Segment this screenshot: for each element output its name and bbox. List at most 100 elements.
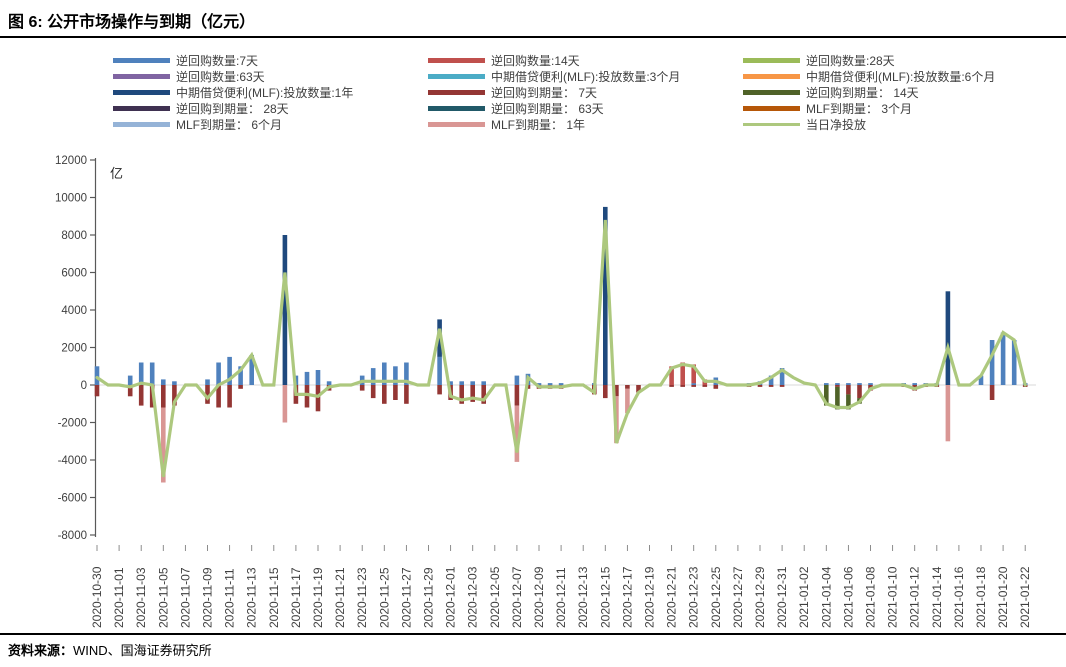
bar-reverse-repo-issue-7d[interactable] <box>1011 340 1017 385</box>
bar-reverse-repo-maturity-7d[interactable] <box>625 385 630 389</box>
legend-item-mlf-maturity-3m[interactable]: MLF到期量： 3个月 <box>743 100 995 116</box>
bar-reverse-repo-issue-7d[interactable] <box>470 381 475 386</box>
bar-reverse-repo-issue-7d[interactable] <box>94 366 100 386</box>
bar-reverse-repo-maturity-7d[interactable] <box>846 385 851 395</box>
bar-reverse-repo-issue-7d[interactable] <box>437 356 442 385</box>
bar-reverse-repo-issue-7d[interactable] <box>227 356 232 385</box>
bar-reverse-repo-issue-7d[interactable] <box>161 379 166 385</box>
bar-reverse-repo-issue-7d[interactable] <box>382 362 387 386</box>
bar-reverse-repo-issue-7d[interactable] <box>315 370 321 385</box>
bar-reverse-repo-issue-7d[interactable] <box>536 383 542 385</box>
bar-reverse-repo-maturity-14d[interactable] <box>835 386 840 410</box>
bar-reverse-repo-issue-7d[interactable] <box>448 381 453 386</box>
legend-item-net-injection[interactable]: 当日净投放 <box>743 116 995 132</box>
bar-mlf-maturity-1y[interactable] <box>282 385 288 423</box>
bar-reverse-repo-issue-7d[interactable] <box>459 381 464 386</box>
bar-reverse-repo-maturity-7d[interactable] <box>359 385 365 391</box>
bar-mlf-maturity-1y[interactable] <box>514 405 520 462</box>
bar-reverse-repo-maturity-7d[interactable] <box>172 385 177 406</box>
bar-mlf-maturity-1y[interactable] <box>945 385 951 442</box>
legend-item-mlf-issue-6m[interactable]: 中期借贷便利(MLF):投放数量:6个月 <box>743 68 995 84</box>
bar-reverse-repo-maturity-7d[interactable] <box>304 385 310 408</box>
bar-reverse-repo-maturity-7d[interactable] <box>757 385 763 387</box>
legend-item-reverse-repo-maturity-28d[interactable]: 逆回购到期量： 28天 <box>113 100 353 116</box>
bar-reverse-repo-maturity-7d[interactable] <box>404 385 409 404</box>
bar-reverse-repo-issue-7d[interactable] <box>547 383 553 385</box>
bar-reverse-repo-maturity-7d[interactable] <box>393 385 398 400</box>
bar-reverse-repo-issue-7d[interactable] <box>768 375 774 385</box>
bar-reverse-repo-issue-7d[interactable] <box>216 362 221 386</box>
bar-reverse-repo-issue-7d[interactable] <box>149 362 155 386</box>
bar-reverse-repo-issue-7d[interactable] <box>691 383 696 385</box>
bar-reverse-repo-maturity-7d[interactable] <box>470 385 475 402</box>
bar-reverse-repo-issue-7d[interactable] <box>824 383 829 385</box>
bar-reverse-repo-maturity-7d[interactable] <box>680 385 685 387</box>
bar-reverse-repo-issue-14d[interactable] <box>691 364 696 384</box>
bar-reverse-repo-issue-7d[interactable] <box>835 383 840 385</box>
bar-reverse-repo-issue-7d[interactable] <box>138 362 144 386</box>
bar-reverse-repo-maturity-7d[interactable] <box>857 385 862 399</box>
bar-reverse-repo-issue-7d[interactable] <box>978 375 984 385</box>
bar-reverse-repo-issue-7d[interactable] <box>1000 332 1006 386</box>
bar-reverse-repo-maturity-7d[interactable] <box>779 385 785 387</box>
bar-reverse-repo-issue-7d[interactable] <box>514 375 520 385</box>
bar-reverse-repo-issue-7d[interactable] <box>481 381 486 386</box>
bar-reverse-repo-issue-7d[interactable] <box>404 362 409 386</box>
bar-reverse-repo-maturity-7d[interactable] <box>437 385 442 395</box>
bar-reverse-repo-issue-14d[interactable] <box>680 362 685 386</box>
bar-reverse-repo-issue-7d[interactable] <box>238 366 243 386</box>
legend-item-reverse-repo-maturity-14d[interactable]: 逆回购到期量： 14天 <box>743 84 995 100</box>
bar-reverse-repo-issue-7d[interactable] <box>989 340 995 385</box>
bar-reverse-repo-maturity-7d[interactable] <box>669 385 674 387</box>
bar-mlf-maturity-1y[interactable] <box>625 388 630 414</box>
bar-reverse-repo-maturity-7d[interactable] <box>768 385 774 387</box>
bar-reverse-repo-maturity-7d[interactable] <box>481 385 486 404</box>
bar-reverse-repo-maturity-7d[interactable] <box>138 385 144 406</box>
bar-reverse-repo-issue-7d[interactable] <box>912 383 917 385</box>
bar-reverse-repo-issue-7d[interactable] <box>779 368 785 385</box>
net-injection-line[interactable] <box>95 219 1027 478</box>
legend-item-reverse-repo-issue-14d[interactable]: 逆回购数量:14天 <box>428 52 680 68</box>
bar-reverse-repo-issue-7d[interactable] <box>205 379 210 385</box>
legend-item-mlf-maturity-6m[interactable]: MLF到期量： 6个月 <box>113 116 353 132</box>
bar-reverse-repo-maturity-7d[interactable] <box>702 385 708 387</box>
bar-reverse-repo-issue-7d[interactable] <box>370 368 376 385</box>
bar-reverse-repo-maturity-7d[interactable] <box>636 385 641 393</box>
bar-reverse-repo-maturity-7d[interactable] <box>205 385 210 404</box>
bar-reverse-repo-maturity-14d[interactable] <box>846 394 851 410</box>
bar-reverse-repo-maturity-7d[interactable] <box>835 385 840 387</box>
bar-mlf-maturity-1y[interactable] <box>161 407 166 483</box>
bar-reverse-repo-maturity-7d[interactable] <box>94 385 100 397</box>
bar-reverse-repo-maturity-7d[interactable] <box>315 385 321 412</box>
bar-reverse-repo-maturity-7d[interactable] <box>238 385 243 389</box>
bar-reverse-repo-issue-7d[interactable] <box>868 383 873 385</box>
bar-mlf-issue-1y[interactable] <box>282 235 288 385</box>
bar-reverse-repo-issue-7d[interactable] <box>172 381 177 386</box>
bar-reverse-repo-maturity-7d[interactable] <box>459 385 464 404</box>
bar-reverse-repo-maturity-7d[interactable] <box>989 385 995 400</box>
bar-reverse-repo-issue-7d[interactable] <box>393 366 398 386</box>
legend-item-reverse-repo-issue-7d[interactable]: 逆回购数量:7天 <box>113 52 353 68</box>
bar-reverse-repo-issue-7d[interactable] <box>857 383 862 385</box>
bar-reverse-repo-issue-7d[interactable] <box>558 383 564 385</box>
bar-mlf-issue-1y[interactable] <box>603 206 608 385</box>
bar-mlf-issue-1y[interactable] <box>945 291 951 386</box>
bar-reverse-repo-issue-7d[interactable] <box>846 383 851 385</box>
legend-item-mlf-maturity-1y[interactable]: MLF到期量： 1年 <box>428 116 680 132</box>
legend-item-reverse-repo-issue-28d[interactable]: 逆回购数量:28天 <box>743 52 995 68</box>
bar-reverse-repo-maturity-7d[interactable] <box>161 385 166 408</box>
legend-item-mlf-issue-3m[interactable]: 中期借贷便利(MLF):投放数量:3个月 <box>428 68 680 84</box>
bar-reverse-repo-maturity-7d[interactable] <box>382 385 387 404</box>
bar-reverse-repo-issue-7d[interactable] <box>304 371 310 385</box>
bar-reverse-repo-issue-14d[interactable] <box>669 366 674 386</box>
bar-reverse-repo-maturity-7d[interactable] <box>216 385 221 408</box>
bar-reverse-repo-issue-7d[interactable] <box>326 381 332 386</box>
bar-reverse-repo-maturity-7d[interactable] <box>603 385 608 399</box>
legend-item-mlf-issue-1y[interactable]: 中期借贷便利(MLF):投放数量:1年 <box>113 84 353 100</box>
bar-reverse-repo-maturity-7d[interactable] <box>514 385 520 406</box>
bar-reverse-repo-maturity-7d[interactable] <box>691 385 696 387</box>
legend-item-reverse-repo-issue-63d[interactable]: 逆回购数量:63天 <box>113 68 353 84</box>
bar-reverse-repo-maturity-7d[interactable] <box>127 385 133 397</box>
bar-reverse-repo-maturity-7d[interactable] <box>370 385 376 399</box>
bar-reverse-repo-issue-7d[interactable] <box>249 355 254 385</box>
